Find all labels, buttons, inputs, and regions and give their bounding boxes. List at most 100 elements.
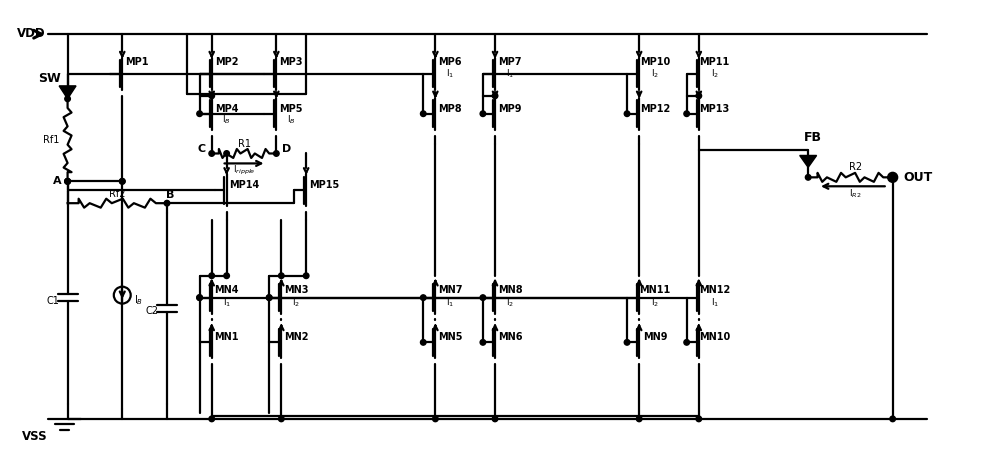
Circle shape [433, 416, 438, 422]
Circle shape [624, 340, 630, 345]
Text: MN10: MN10 [699, 332, 730, 343]
Text: MP2: MP2 [215, 57, 238, 67]
Circle shape [65, 178, 70, 184]
Circle shape [480, 340, 486, 345]
Polygon shape [59, 86, 76, 99]
Circle shape [492, 416, 498, 422]
Text: MP15: MP15 [309, 180, 339, 190]
Circle shape [119, 178, 125, 184]
Text: MN7: MN7 [438, 285, 463, 295]
Circle shape [209, 416, 215, 422]
Text: MN8: MN8 [498, 285, 522, 295]
Circle shape [420, 295, 426, 300]
Text: I$_1$: I$_1$ [446, 296, 454, 309]
Text: MP9: MP9 [498, 104, 522, 114]
Text: R1: R1 [238, 139, 251, 148]
Circle shape [420, 111, 426, 117]
Text: MP11: MP11 [700, 57, 730, 67]
Text: B: B [166, 190, 174, 200]
Text: I$_2$: I$_2$ [711, 68, 719, 80]
Text: VSS: VSS [22, 430, 48, 443]
Circle shape [636, 416, 642, 422]
Text: I$_B$: I$_B$ [134, 293, 143, 307]
Circle shape [888, 172, 898, 183]
Text: MN5: MN5 [438, 332, 463, 343]
Text: D: D [282, 144, 291, 154]
Text: OUT: OUT [903, 171, 932, 184]
Circle shape [224, 273, 229, 278]
Text: MP8: MP8 [438, 104, 462, 114]
Circle shape [684, 340, 689, 345]
Text: MP10: MP10 [640, 57, 670, 67]
Text: SW: SW [38, 73, 61, 86]
Circle shape [209, 273, 215, 278]
Text: MP5: MP5 [279, 104, 303, 114]
Text: MN1: MN1 [214, 332, 239, 343]
Text: C2: C2 [146, 306, 159, 316]
Text: VDD: VDD [16, 27, 45, 40]
Text: FB: FB [804, 131, 822, 144]
Circle shape [274, 151, 279, 156]
Polygon shape [800, 155, 817, 168]
Text: R2: R2 [849, 162, 862, 172]
Circle shape [197, 111, 202, 117]
Circle shape [266, 295, 272, 300]
Text: MP13: MP13 [700, 104, 730, 114]
Circle shape [420, 340, 426, 345]
Circle shape [696, 416, 702, 422]
Text: MN4: MN4 [214, 285, 239, 295]
Circle shape [279, 416, 284, 422]
Text: MP7: MP7 [498, 57, 522, 67]
Text: I$_2$: I$_2$ [506, 296, 514, 309]
Text: MP12: MP12 [640, 104, 670, 114]
Circle shape [119, 178, 125, 184]
Text: MP4: MP4 [215, 104, 238, 114]
Circle shape [65, 178, 70, 184]
Text: MN11: MN11 [639, 285, 671, 295]
Circle shape [65, 178, 70, 184]
Text: I$_1$: I$_1$ [446, 68, 454, 80]
Circle shape [197, 295, 202, 300]
Text: A: A [53, 176, 62, 186]
Text: Rf1: Rf1 [43, 135, 60, 145]
Text: MP1: MP1 [125, 57, 149, 67]
Text: I$_B$: I$_B$ [222, 113, 231, 126]
Circle shape [805, 175, 811, 180]
Text: I$_1$: I$_1$ [223, 296, 231, 309]
Text: C1: C1 [46, 296, 59, 306]
Text: MN3: MN3 [284, 285, 308, 295]
Text: Rf2: Rf2 [109, 189, 126, 199]
Circle shape [65, 96, 70, 102]
Circle shape [279, 273, 284, 278]
Text: I$_1$: I$_1$ [711, 296, 719, 309]
Text: I$_B$: I$_B$ [287, 113, 296, 126]
Circle shape [164, 200, 170, 206]
Text: MN9: MN9 [643, 332, 667, 343]
Text: MN12: MN12 [699, 285, 730, 295]
Circle shape [209, 151, 215, 156]
Circle shape [480, 111, 486, 117]
Circle shape [696, 93, 702, 99]
Circle shape [303, 273, 309, 278]
Text: MP14: MP14 [229, 180, 260, 190]
Circle shape [209, 93, 215, 99]
Text: I$_1$: I$_1$ [506, 68, 514, 80]
Circle shape [890, 416, 895, 422]
Text: I$_2$: I$_2$ [292, 296, 300, 309]
Circle shape [492, 93, 498, 99]
Text: MN2: MN2 [284, 332, 308, 343]
Text: I$_{R2}$: I$_{R2}$ [849, 188, 862, 200]
Text: MP6: MP6 [439, 57, 462, 67]
Circle shape [266, 295, 272, 300]
Circle shape [684, 111, 689, 117]
Text: I$_2$: I$_2$ [651, 296, 659, 309]
Text: MN6: MN6 [498, 332, 522, 343]
Text: C: C [198, 144, 206, 154]
Text: MP3: MP3 [279, 57, 303, 67]
Text: I$_2$: I$_2$ [651, 68, 659, 80]
Circle shape [480, 295, 486, 300]
Circle shape [624, 111, 630, 117]
Circle shape [224, 151, 229, 156]
Circle shape [197, 295, 202, 300]
Text: I$_{ripple}$: I$_{ripple}$ [233, 164, 255, 177]
